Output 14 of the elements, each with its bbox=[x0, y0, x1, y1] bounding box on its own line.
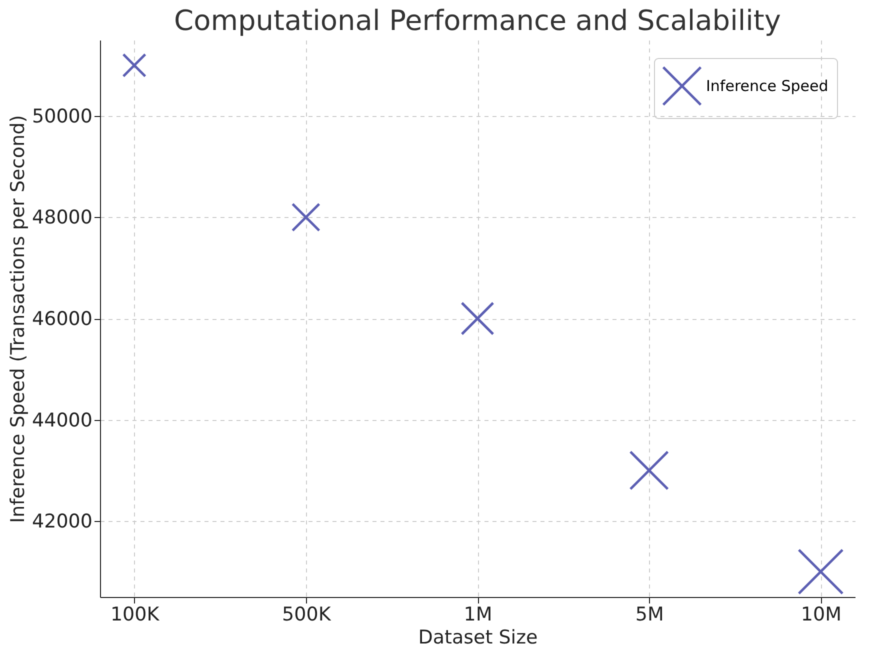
x-tick-label: 10M bbox=[800, 604, 842, 626]
x-axis-title: Dataset Size bbox=[418, 626, 538, 648]
x-tick-label: 100K bbox=[110, 604, 160, 626]
x-tick-label: 1M bbox=[464, 604, 492, 626]
y-tick-label: 42000 bbox=[32, 510, 92, 533]
y-tick-label: 50000 bbox=[32, 105, 92, 128]
chart-title: Computational Performance and Scalability bbox=[174, 4, 781, 37]
x-tick-label: 500K bbox=[282, 604, 332, 626]
text: Inference Speed bbox=[706, 77, 828, 95]
y-tick-label: 46000 bbox=[32, 308, 92, 330]
x-tick-label: 5M bbox=[635, 604, 664, 626]
y-axis-title: Inference Speed (Transactions per Second) bbox=[7, 115, 30, 523]
y-tick-label: 44000 bbox=[32, 409, 92, 432]
y-tick-label: 48000 bbox=[32, 206, 92, 229]
